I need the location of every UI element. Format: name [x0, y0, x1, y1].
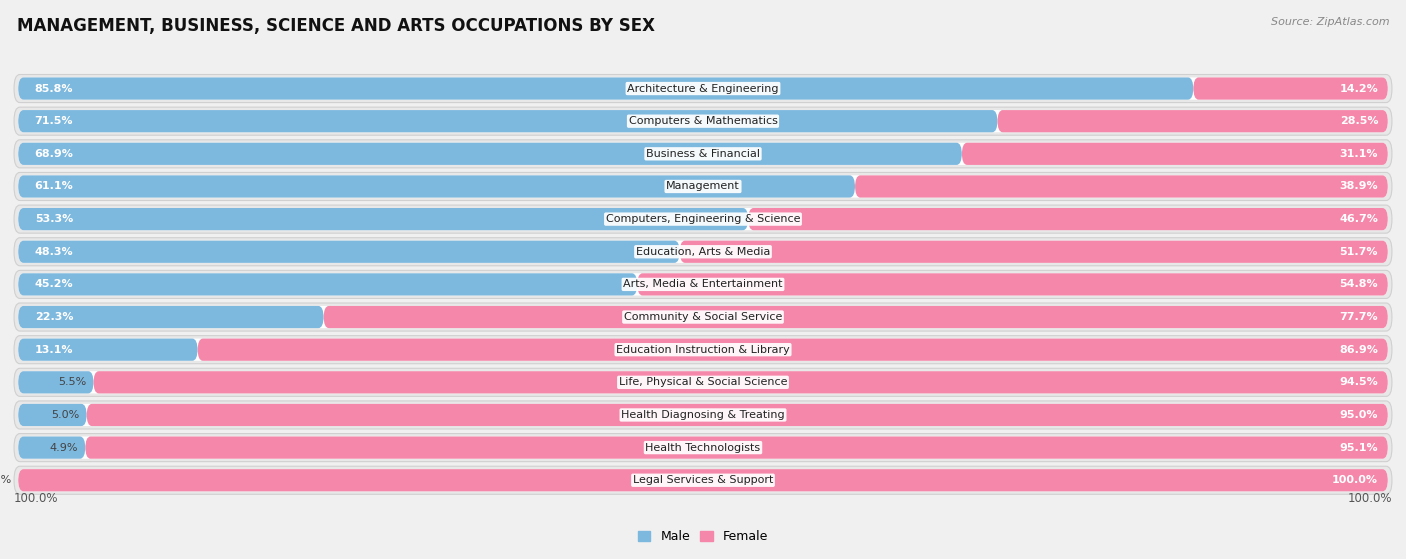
FancyBboxPatch shape	[18, 143, 1388, 165]
Text: 31.1%: 31.1%	[1340, 149, 1378, 159]
FancyBboxPatch shape	[18, 404, 87, 426]
FancyBboxPatch shape	[962, 143, 1388, 165]
FancyBboxPatch shape	[748, 208, 1388, 230]
FancyBboxPatch shape	[18, 273, 1388, 296]
FancyBboxPatch shape	[14, 368, 1392, 396]
Text: 68.9%: 68.9%	[35, 149, 73, 159]
Text: 5.0%: 5.0%	[52, 410, 80, 420]
FancyBboxPatch shape	[18, 241, 1388, 263]
FancyBboxPatch shape	[18, 176, 855, 197]
FancyBboxPatch shape	[14, 140, 1392, 168]
FancyBboxPatch shape	[87, 404, 1388, 426]
Text: 51.7%: 51.7%	[1340, 247, 1378, 257]
Text: 100.0%: 100.0%	[1331, 475, 1378, 485]
FancyBboxPatch shape	[18, 437, 1388, 459]
FancyBboxPatch shape	[18, 273, 637, 296]
FancyBboxPatch shape	[18, 306, 323, 328]
Text: 100.0%: 100.0%	[1347, 492, 1392, 505]
FancyBboxPatch shape	[94, 371, 1388, 394]
FancyBboxPatch shape	[18, 469, 1388, 491]
FancyBboxPatch shape	[18, 371, 94, 394]
Text: 5.5%: 5.5%	[59, 377, 87, 387]
FancyBboxPatch shape	[14, 466, 1392, 494]
FancyBboxPatch shape	[14, 74, 1392, 103]
FancyBboxPatch shape	[855, 176, 1388, 197]
FancyBboxPatch shape	[18, 404, 1388, 426]
Text: 54.8%: 54.8%	[1340, 280, 1378, 290]
Text: 28.5%: 28.5%	[1340, 116, 1378, 126]
Text: Computers, Engineering & Science: Computers, Engineering & Science	[606, 214, 800, 224]
FancyBboxPatch shape	[18, 208, 748, 230]
FancyBboxPatch shape	[1194, 78, 1388, 100]
Text: 22.3%: 22.3%	[35, 312, 73, 322]
Text: 46.7%: 46.7%	[1340, 214, 1378, 224]
FancyBboxPatch shape	[18, 208, 1388, 230]
FancyBboxPatch shape	[14, 271, 1392, 299]
Text: 45.2%: 45.2%	[35, 280, 73, 290]
FancyBboxPatch shape	[198, 339, 1388, 361]
Text: 100.0%: 100.0%	[14, 492, 59, 505]
FancyBboxPatch shape	[14, 205, 1392, 233]
Text: 13.1%: 13.1%	[35, 345, 73, 354]
Legend: Male, Female: Male, Female	[633, 525, 773, 548]
FancyBboxPatch shape	[14, 172, 1392, 201]
Text: 77.7%: 77.7%	[1340, 312, 1378, 322]
FancyBboxPatch shape	[18, 78, 1388, 100]
Text: Community & Social Service: Community & Social Service	[624, 312, 782, 322]
Text: Source: ZipAtlas.com: Source: ZipAtlas.com	[1271, 17, 1389, 27]
Text: 85.8%: 85.8%	[35, 83, 73, 93]
FancyBboxPatch shape	[18, 241, 679, 263]
Text: 61.1%: 61.1%	[35, 182, 73, 192]
Text: 48.3%: 48.3%	[35, 247, 73, 257]
Text: Arts, Media & Entertainment: Arts, Media & Entertainment	[623, 280, 783, 290]
FancyBboxPatch shape	[14, 238, 1392, 266]
Text: 4.9%: 4.9%	[51, 443, 79, 453]
FancyBboxPatch shape	[323, 306, 1388, 328]
Text: MANAGEMENT, BUSINESS, SCIENCE AND ARTS OCCUPATIONS BY SEX: MANAGEMENT, BUSINESS, SCIENCE AND ARTS O…	[17, 17, 655, 35]
Text: Architecture & Engineering: Architecture & Engineering	[627, 83, 779, 93]
Text: 95.1%: 95.1%	[1340, 443, 1378, 453]
Text: Legal Services & Support: Legal Services & Support	[633, 475, 773, 485]
FancyBboxPatch shape	[18, 306, 1388, 328]
FancyBboxPatch shape	[18, 371, 1388, 394]
FancyBboxPatch shape	[997, 110, 1388, 132]
FancyBboxPatch shape	[14, 335, 1392, 364]
FancyBboxPatch shape	[18, 437, 86, 459]
Text: 53.3%: 53.3%	[35, 214, 73, 224]
FancyBboxPatch shape	[18, 176, 1388, 197]
Text: Health Diagnosing & Treating: Health Diagnosing & Treating	[621, 410, 785, 420]
FancyBboxPatch shape	[18, 110, 997, 132]
Text: 95.0%: 95.0%	[1340, 410, 1378, 420]
FancyBboxPatch shape	[14, 434, 1392, 462]
FancyBboxPatch shape	[18, 78, 1194, 100]
Text: Management: Management	[666, 182, 740, 192]
Text: Education, Arts & Media: Education, Arts & Media	[636, 247, 770, 257]
Text: 94.5%: 94.5%	[1340, 377, 1378, 387]
Text: 14.2%: 14.2%	[1340, 83, 1378, 93]
Text: 38.9%: 38.9%	[1340, 182, 1378, 192]
Text: 71.5%: 71.5%	[35, 116, 73, 126]
FancyBboxPatch shape	[18, 339, 1388, 361]
FancyBboxPatch shape	[86, 437, 1388, 459]
Text: Life, Physical & Social Science: Life, Physical & Social Science	[619, 377, 787, 387]
FancyBboxPatch shape	[679, 241, 1388, 263]
FancyBboxPatch shape	[637, 273, 1388, 296]
FancyBboxPatch shape	[18, 469, 1388, 491]
Text: Computers & Mathematics: Computers & Mathematics	[628, 116, 778, 126]
FancyBboxPatch shape	[18, 110, 1388, 132]
Text: Health Technologists: Health Technologists	[645, 443, 761, 453]
FancyBboxPatch shape	[14, 107, 1392, 135]
Text: 0.0%: 0.0%	[0, 475, 11, 485]
Text: 86.9%: 86.9%	[1340, 345, 1378, 354]
FancyBboxPatch shape	[14, 401, 1392, 429]
Text: Education Instruction & Library: Education Instruction & Library	[616, 345, 790, 354]
FancyBboxPatch shape	[14, 303, 1392, 331]
FancyBboxPatch shape	[18, 143, 962, 165]
FancyBboxPatch shape	[18, 339, 198, 361]
Text: Business & Financial: Business & Financial	[645, 149, 761, 159]
